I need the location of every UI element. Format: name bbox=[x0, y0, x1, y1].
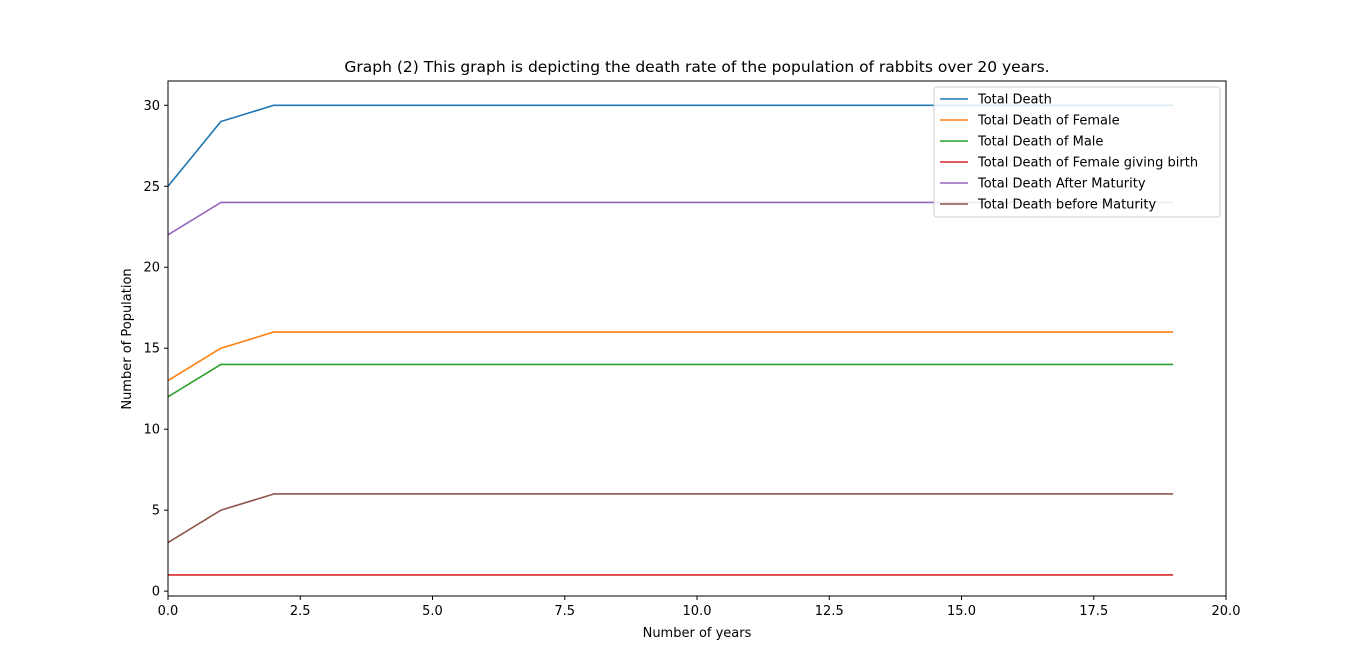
x-tick-label: 5.0 bbox=[422, 604, 443, 619]
series-layer bbox=[167, 104, 1174, 576]
y-tick-label: 15 bbox=[143, 342, 160, 357]
legend-label-1: Total Death bbox=[977, 93, 1052, 108]
x-tick-label: 17.5 bbox=[1079, 604, 1108, 619]
y-tick-label: 5 bbox=[152, 504, 160, 519]
x-tick-label: 20.0 bbox=[1212, 604, 1241, 619]
x-tick-label: 12.5 bbox=[815, 604, 844, 619]
axes-layer: 0.0 2.5 5.0 7.5 10.0 12.5 15.0 17.5 20.0 0 5 10 15 20… bbox=[143, 80, 1241, 619]
x-tick-label: 7.5 bbox=[554, 604, 575, 619]
legend-label-2: Total Death of Female bbox=[977, 114, 1120, 129]
x-tick-label: 10.0 bbox=[683, 604, 712, 619]
legend-label-4: Total Death of Female giving birth bbox=[977, 156, 1198, 171]
legend-label-3: Total Death of Male bbox=[977, 135, 1103, 150]
y-tick-label: 30 bbox=[143, 99, 160, 114]
y-tick-label: 0 bbox=[152, 585, 160, 600]
legend-box bbox=[933, 86, 1221, 218]
x-tick-label: 15.0 bbox=[947, 604, 976, 619]
x-axis-label: Number of years bbox=[643, 626, 752, 641]
series-line-6 bbox=[167, 493, 1174, 544]
y-tick-label: 20 bbox=[143, 261, 160, 276]
x-tick-label: 0.0 bbox=[158, 604, 179, 619]
series-line-2 bbox=[167, 331, 1174, 382]
y-tick-label: 10 bbox=[143, 423, 160, 438]
legend-label-6: Total Death before Maturity bbox=[977, 198, 1156, 213]
series-line-3 bbox=[167, 363, 1174, 398]
y-tick-label: 25 bbox=[143, 180, 160, 195]
legend: Total Death Total Death of Female Total De… bbox=[933, 86, 1221, 218]
chart-title: Graph (2) This graph is depicting the de… bbox=[344, 58, 1049, 76]
legend-label-5: Total Death After Maturity bbox=[977, 177, 1146, 192]
y-axis-label: Number of Population bbox=[120, 268, 135, 409]
x-tick-label: 2.5 bbox=[290, 604, 311, 619]
